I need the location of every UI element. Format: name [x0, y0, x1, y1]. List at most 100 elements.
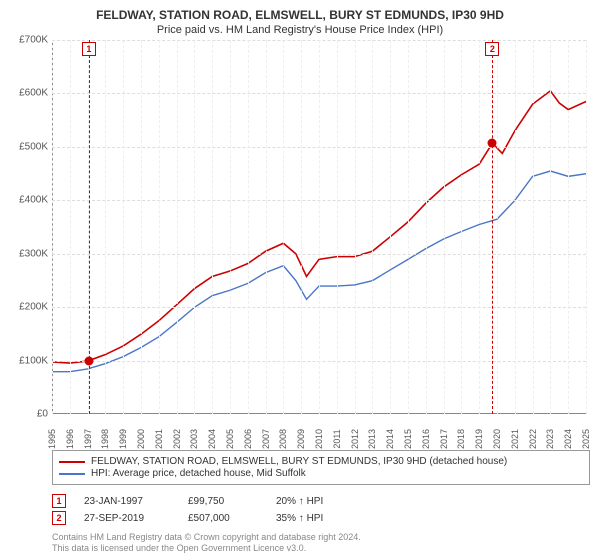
- x-tick-label: 2010: [314, 429, 324, 449]
- sale-pct-suffix: HPI: [307, 496, 324, 507]
- sale-marker-line: [492, 40, 493, 414]
- gridline-vertical: [337, 40, 338, 414]
- sale-price: £99,750: [188, 496, 258, 507]
- x-tick-label: 2013: [367, 429, 377, 449]
- x-tick-label: 2002: [172, 429, 182, 449]
- gridline-vertical: [70, 40, 71, 414]
- footer-line-1: Contains HM Land Registry data © Crown c…: [52, 532, 590, 543]
- x-tick-label: 2009: [296, 429, 306, 449]
- x-tick-label: 2018: [456, 429, 466, 449]
- title-block: FELDWAY, STATION ROAD, ELMSWELL, BURY ST…: [10, 8, 590, 36]
- arrow-up-icon: ↑: [299, 513, 304, 524]
- plot-area: 12: [52, 40, 586, 414]
- footer: Contains HM Land Registry data © Crown c…: [52, 532, 590, 554]
- x-tick-label: 2011: [332, 430, 342, 449]
- y-tick-label: £400K: [19, 195, 48, 206]
- sale-marker-box: 1: [82, 42, 96, 56]
- x-tick-label: 1996: [65, 429, 75, 449]
- legend-row: FELDWAY, STATION ROAD, ELMSWELL, BURY ST…: [59, 456, 583, 467]
- sale-pct-value: 35%: [276, 513, 296, 524]
- legend: FELDWAY, STATION ROAD, ELMSWELL, BURY ST…: [52, 450, 590, 485]
- y-tick-label: £300K: [19, 248, 48, 259]
- gridline-vertical: [390, 40, 391, 414]
- x-tick-label: 2012: [350, 429, 360, 449]
- sale-date: 27-SEP-2019: [84, 513, 170, 524]
- sale-pct: 35% ↑ HPI: [276, 513, 386, 524]
- gridline-vertical: [177, 40, 178, 414]
- gridline-vertical: [550, 40, 551, 414]
- x-tick-label: 2001: [154, 429, 164, 449]
- sale-pct: 20% ↑ HPI: [276, 496, 386, 507]
- gridline-vertical: [248, 40, 249, 414]
- legend-label: FELDWAY, STATION ROAD, ELMSWELL, BURY ST…: [91, 456, 507, 467]
- sale-date: 23-JAN-1997: [84, 496, 170, 507]
- gridline-vertical: [301, 40, 302, 414]
- x-tick-label: 1998: [100, 429, 110, 449]
- gridline-vertical: [444, 40, 445, 414]
- gridline-vertical: [141, 40, 142, 414]
- x-tick-label: 2004: [207, 429, 217, 449]
- x-tick-label: 2008: [278, 429, 288, 449]
- x-tick-label: 2003: [189, 429, 199, 449]
- gridline-vertical: [533, 40, 534, 414]
- x-tick-label: 2020: [492, 429, 502, 449]
- x-tick-label: 1995: [47, 429, 57, 449]
- y-tick-label: £200K: [19, 302, 48, 313]
- x-tick-label: 2022: [528, 429, 538, 449]
- sale-point-dot: [488, 139, 497, 148]
- y-tick-label: £0: [37, 409, 48, 420]
- x-tick-label: 2005: [225, 429, 235, 449]
- x-tick-label: 1999: [118, 429, 128, 449]
- sales-table: 1 23-JAN-1997 £99,750 20% ↑ HPI 2 27-SEP…: [52, 491, 590, 528]
- x-tick-label: 2024: [563, 429, 573, 449]
- gridline-vertical: [159, 40, 160, 414]
- gridline-vertical: [515, 40, 516, 414]
- x-tick-label: 2019: [474, 429, 484, 449]
- gridline-vertical: [283, 40, 284, 414]
- gridline-vertical: [426, 40, 427, 414]
- gridline-vertical: [461, 40, 462, 414]
- legend-label: HPI: Average price, detached house, Mid …: [91, 468, 306, 479]
- sale-marker-box: 2: [52, 511, 66, 525]
- chart-area: 12 £0£100K£200K£300K£400K£500K£600K£700K…: [52, 40, 586, 414]
- sales-row: 2 27-SEP-2019 £507,000 35% ↑ HPI: [52, 511, 590, 525]
- footer-line-2: This data is licensed under the Open Gov…: [52, 543, 590, 554]
- sale-marker-box: 2: [485, 42, 499, 56]
- x-tick-label: 2016: [421, 429, 431, 449]
- gridline-vertical: [408, 40, 409, 414]
- gridline-vertical: [479, 40, 480, 414]
- chart-title: FELDWAY, STATION ROAD, ELMSWELL, BURY ST…: [10, 8, 590, 22]
- y-axis: £0£100K£200K£300K£400K£500K£600K£700K: [10, 40, 50, 414]
- x-tick-label: 2015: [403, 429, 413, 449]
- gridline-vertical: [194, 40, 195, 414]
- gridline-vertical: [319, 40, 320, 414]
- sale-price: £507,000: [188, 513, 258, 524]
- legend-swatch-property: [59, 461, 85, 463]
- gridline-vertical: [230, 40, 231, 414]
- x-tick-label: 2007: [261, 429, 271, 449]
- sales-row: 1 23-JAN-1997 £99,750 20% ↑ HPI: [52, 494, 590, 508]
- chart-container: FELDWAY, STATION ROAD, ELMSWELL, BURY ST…: [0, 0, 600, 560]
- sale-pct-value: 20%: [276, 496, 296, 507]
- gridline-vertical: [586, 40, 587, 414]
- x-tick-label: 2014: [385, 429, 395, 449]
- legend-row: HPI: Average price, detached house, Mid …: [59, 468, 583, 479]
- x-tick-label: 2021: [510, 429, 520, 449]
- x-tick-label: 1997: [83, 429, 93, 449]
- gridline-vertical: [123, 40, 124, 414]
- y-tick-label: £500K: [19, 141, 48, 152]
- y-tick-label: £600K: [19, 88, 48, 99]
- gridline-vertical: [105, 40, 106, 414]
- gridline-vertical: [568, 40, 569, 414]
- arrow-up-icon: ↑: [299, 496, 304, 507]
- y-tick-label: £100K: [19, 355, 48, 366]
- x-tick-label: 2023: [545, 429, 555, 449]
- sale-marker-box: 1: [52, 494, 66, 508]
- gridline-vertical: [52, 40, 53, 414]
- sale-pct-suffix: HPI: [307, 513, 324, 524]
- x-tick-label: 2000: [136, 429, 146, 449]
- gridline-vertical: [355, 40, 356, 414]
- legend-swatch-hpi: [59, 473, 85, 475]
- x-tick-label: 2006: [243, 429, 253, 449]
- gridline-vertical: [497, 40, 498, 414]
